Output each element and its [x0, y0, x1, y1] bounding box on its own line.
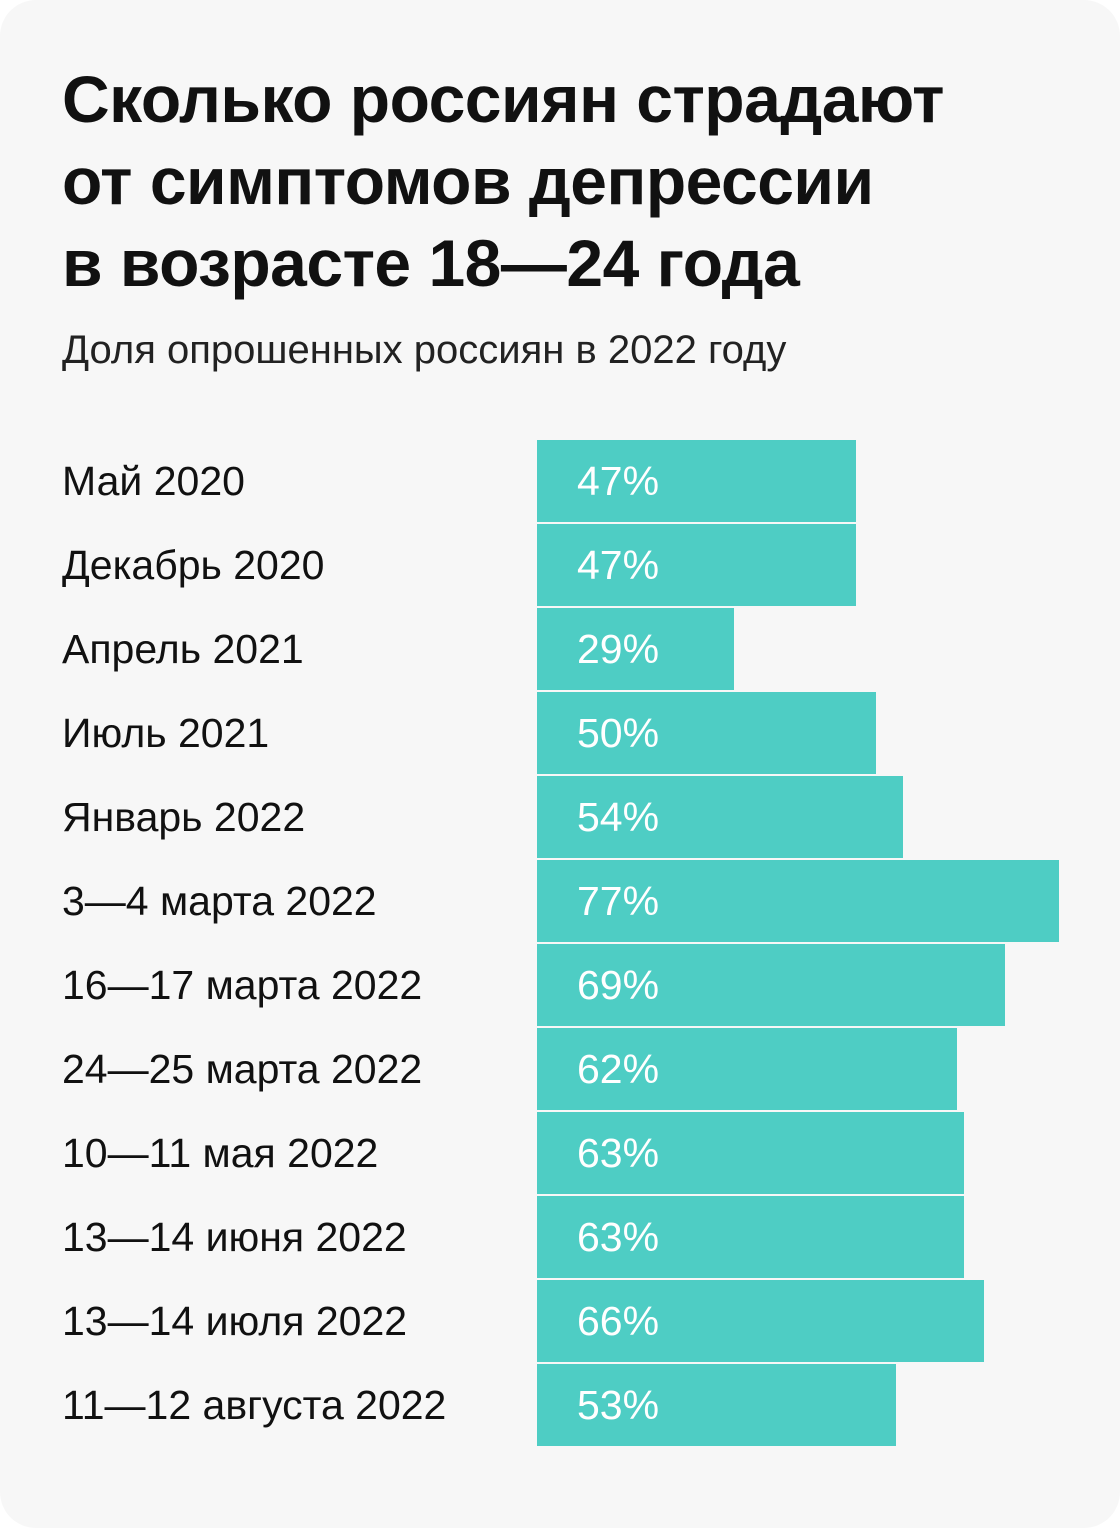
- bar-1: [537, 440, 856, 522]
- bar-9: [537, 1112, 964, 1194]
- chart-title-line-2: от симптомов депрессии: [62, 144, 874, 218]
- chart-title: Сколько россиян страдают от симптомов де…: [62, 58, 1062, 304]
- category-label-1: Май 2020: [62, 458, 245, 504]
- bar-6: [537, 860, 1059, 942]
- category-label-11: 13—14 июля 2022: [62, 1298, 407, 1344]
- bar-8: [537, 1028, 957, 1110]
- value-label-10: 63%: [577, 1214, 659, 1260]
- bar-12: [537, 1364, 896, 1446]
- bar-5: [537, 776, 903, 858]
- chart-title-line-3: в возрасте 18—24 года: [62, 226, 800, 300]
- bar-2: [537, 524, 856, 606]
- category-label-2: Декабрь 2020: [62, 542, 324, 588]
- category-label-12: 11—12 августа 2022: [62, 1382, 446, 1428]
- value-label-2: 47%: [577, 542, 659, 588]
- chart-subtitle: Доля опрошенных россиян в 2022 году: [62, 328, 787, 372]
- bar-4: [537, 692, 876, 774]
- category-label-4: Июль 2021: [62, 710, 269, 756]
- value-label-4: 50%: [577, 710, 659, 756]
- bar-10: [537, 1196, 964, 1278]
- value-label-11: 66%: [577, 1298, 659, 1344]
- category-label-9: 10—11 мая 2022: [62, 1130, 378, 1176]
- category-label-10: 13—14 июня 2022: [62, 1214, 407, 1260]
- value-label-12: 53%: [577, 1382, 659, 1428]
- value-label-3: 29%: [577, 626, 659, 672]
- chart-title-line-1: Сколько россиян страдают: [62, 62, 944, 136]
- value-label-7: 69%: [577, 962, 659, 1008]
- category-label-5: Январь 2022: [62, 794, 305, 840]
- value-label-9: 63%: [577, 1130, 659, 1176]
- value-label-1: 47%: [577, 458, 659, 504]
- bar-7: [537, 944, 1005, 1026]
- category-label-6: 3—4 марта 2022: [62, 878, 377, 924]
- category-label-8: 24—25 марта 2022: [62, 1046, 422, 1092]
- category-label-3: Апрель 2021: [62, 626, 304, 672]
- bar-11: [537, 1280, 984, 1362]
- value-label-8: 62%: [577, 1046, 659, 1092]
- bar-chart: Май 2020 47% Декабрь 2020 47% Апрель 2021 29%…: [62, 440, 1059, 1446]
- value-label-5: 54%: [577, 794, 659, 840]
- value-label-6: 77%: [577, 878, 659, 924]
- bar-3: [537, 608, 734, 690]
- category-label-7: 16—17 марта 2022: [62, 962, 422, 1008]
